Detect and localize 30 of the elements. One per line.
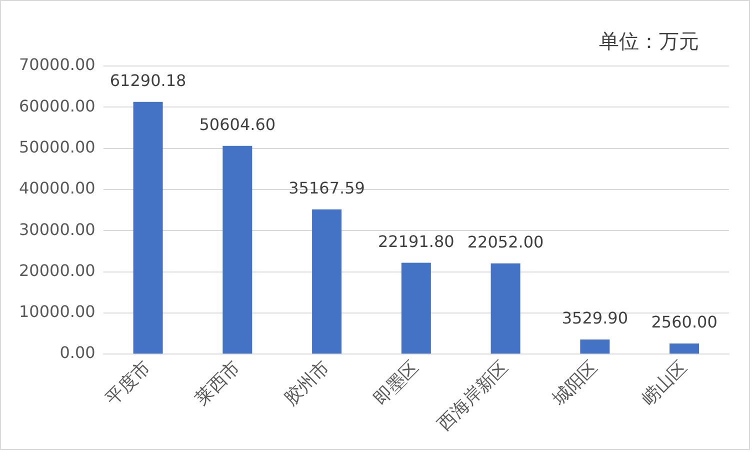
data-label: 61290.18	[110, 71, 186, 90]
x-tick-label: 崂山区	[638, 356, 692, 410]
bar	[133, 102, 163, 354]
y-tick-label: 20000.00	[19, 260, 96, 280]
data-label: 50604.60	[199, 114, 276, 134]
bar	[312, 209, 342, 354]
data-label: 22191.80	[378, 232, 454, 251]
bar	[490, 263, 520, 354]
data-label: 22052.00	[467, 232, 544, 252]
data-label: 35167.59	[288, 178, 365, 198]
y-tick-label: 70000.00	[19, 55, 96, 74]
y-tick-label: 60000.00	[19, 96, 96, 116]
x-tick-label: 城阳区	[548, 356, 602, 410]
data-label: 2560.00	[651, 312, 718, 332]
data-label: 3529.90	[562, 308, 628, 328]
y-tick-label: 30000.00	[19, 220, 96, 239]
bar	[580, 340, 610, 354]
x-tick-label: 平度市	[102, 356, 155, 410]
bar	[222, 146, 252, 354]
bar	[670, 344, 700, 354]
text: 单位：万元	[599, 29, 699, 54]
x-tick-label: 胶州市	[280, 356, 334, 410]
x-tick-label: 莱西市	[191, 356, 244, 410]
y-tick-label: 50000.00	[19, 137, 96, 156]
y-tick-label: 0.00	[60, 343, 96, 362]
x-tick-label: 西海岸新区	[434, 356, 512, 436]
y-tick-label: 10000.00	[19, 302, 96, 322]
x-tick-label: 即墨区	[370, 356, 424, 410]
bar	[401, 262, 431, 354]
y-tick-label: 40000.00	[19, 178, 96, 198]
